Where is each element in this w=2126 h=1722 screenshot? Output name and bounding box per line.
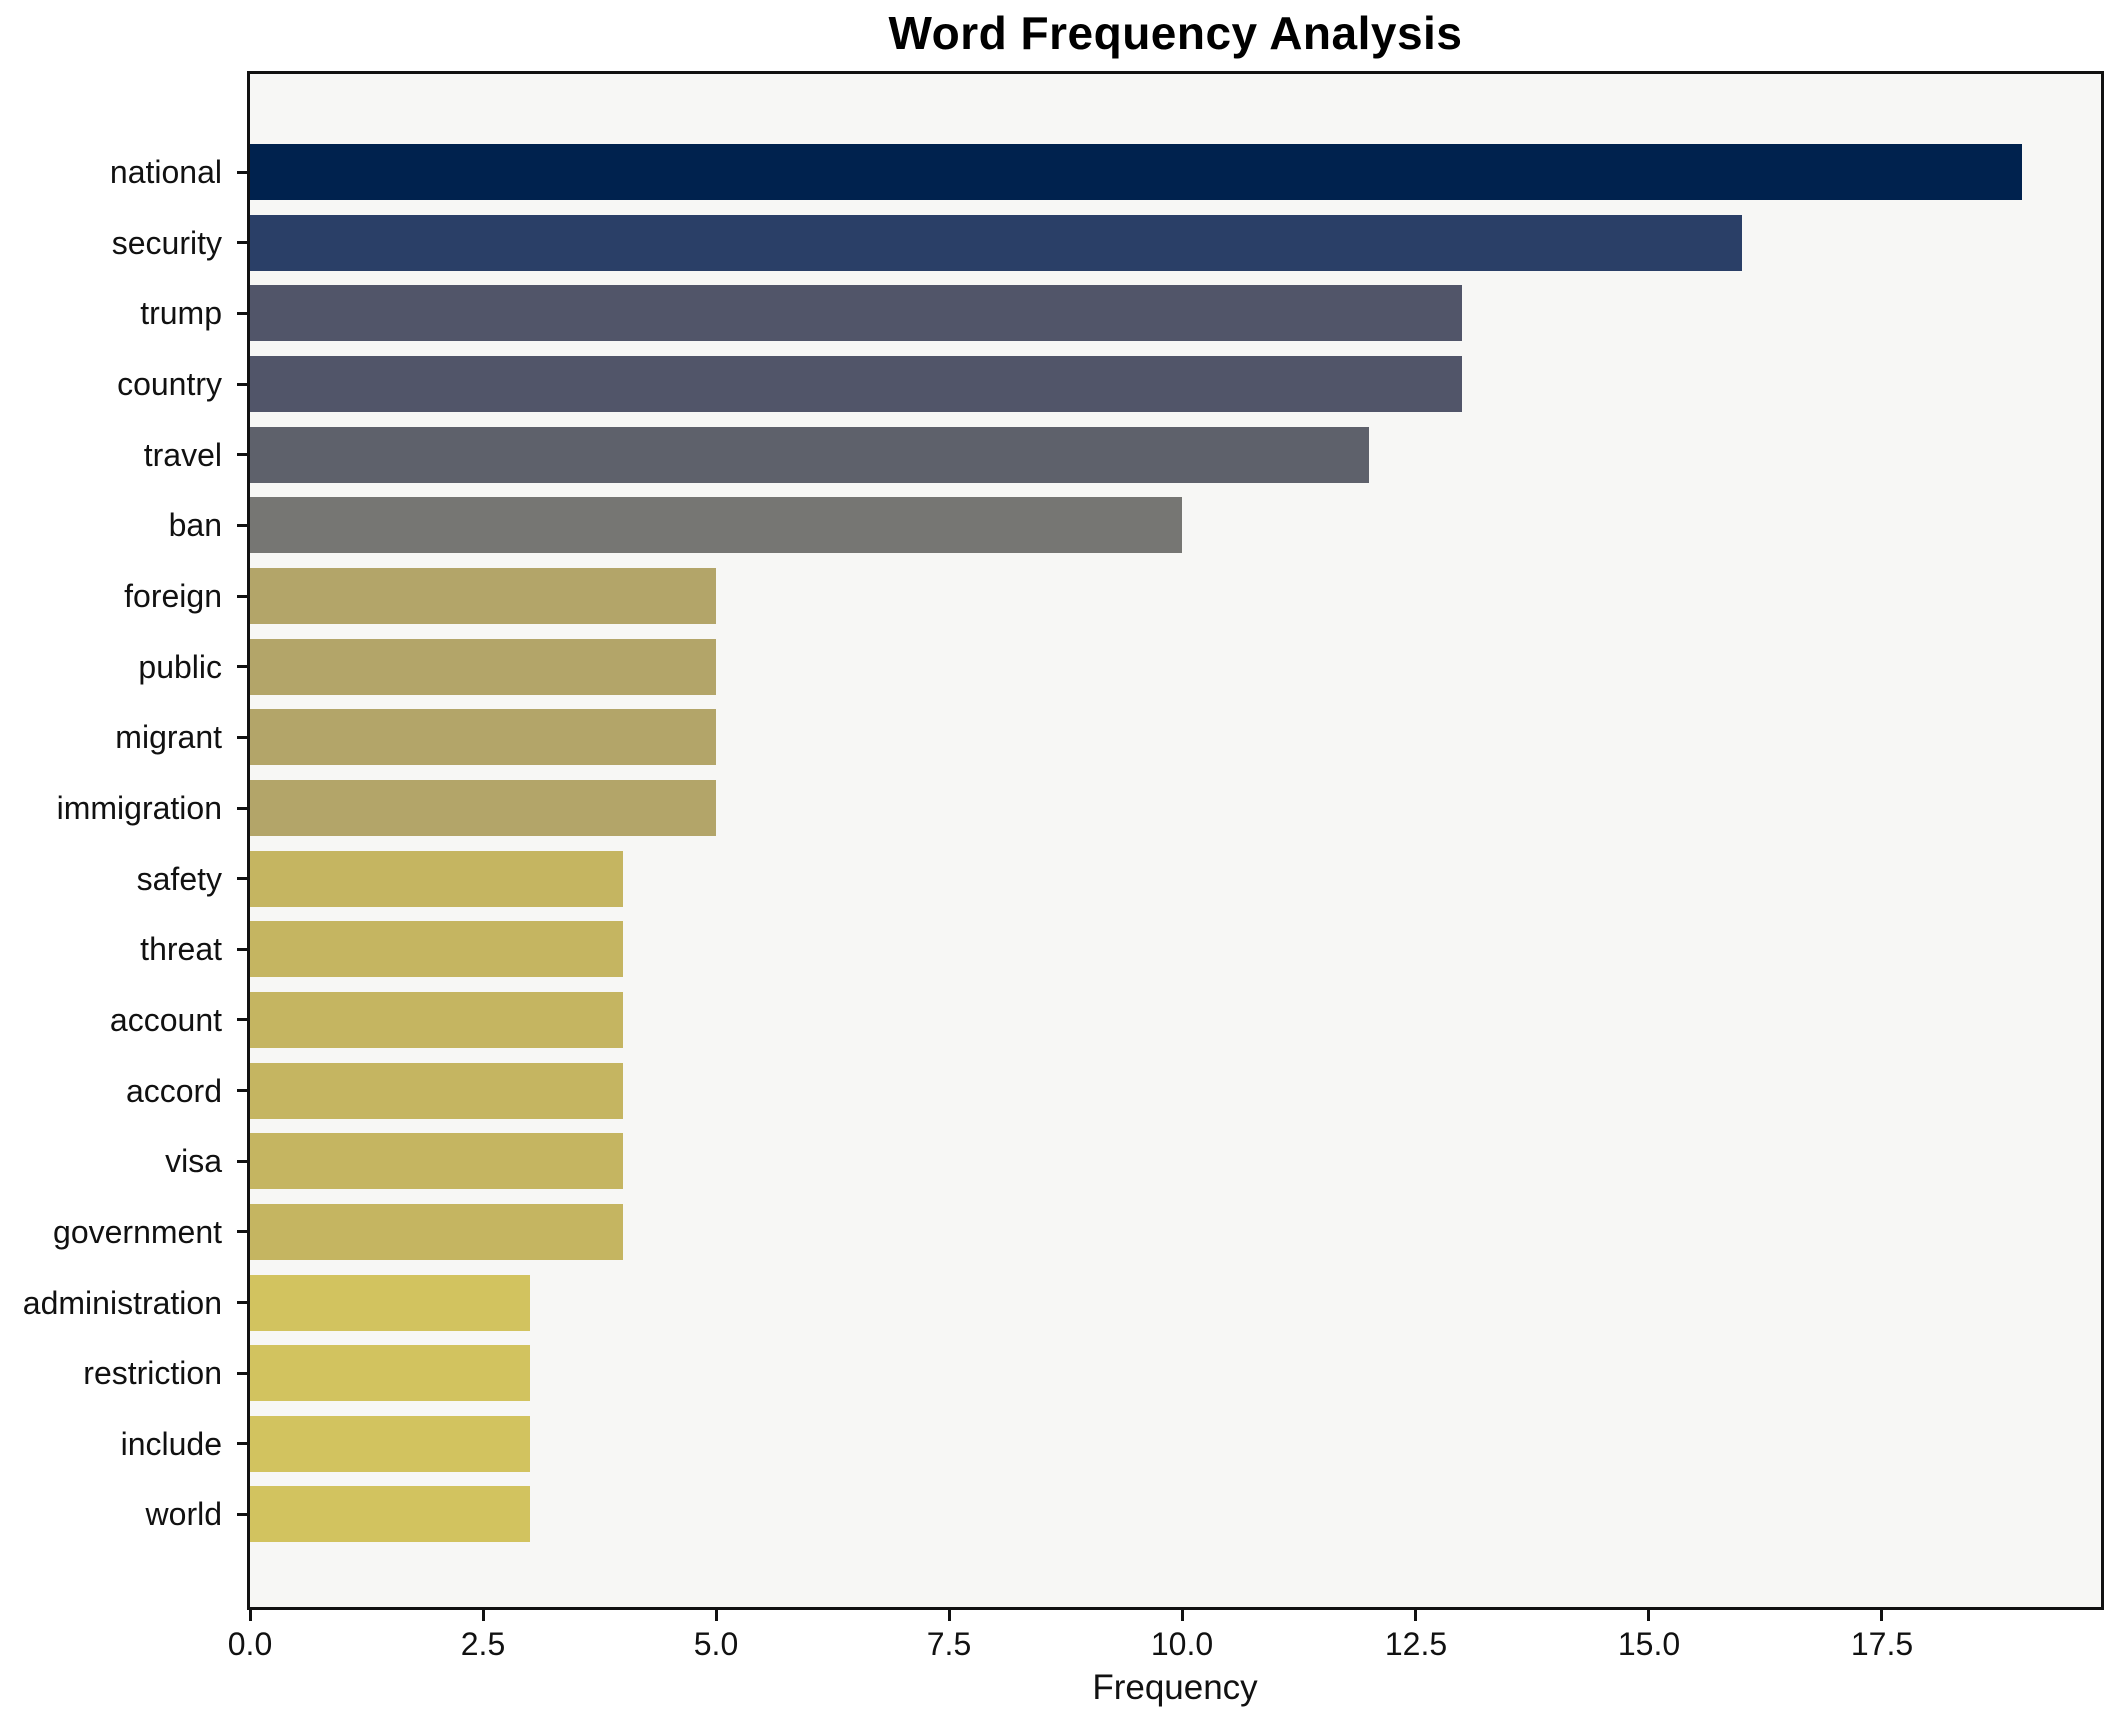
y-tick-mark bbox=[237, 1372, 247, 1375]
y-tick-label-national: national bbox=[109, 154, 222, 190]
y-tick-mark bbox=[237, 736, 247, 739]
bar-public bbox=[250, 639, 716, 695]
y-tick-label-include: include bbox=[120, 1426, 222, 1462]
y-tick-label-safety: safety bbox=[136, 861, 222, 897]
y-tick-label-world: world bbox=[145, 1496, 222, 1532]
y-tick-label-security: security bbox=[111, 225, 222, 261]
y-tick-mark bbox=[237, 1442, 247, 1445]
bar-travel bbox=[250, 427, 1369, 483]
x-tick-label-17.5: 17.5 bbox=[1850, 1626, 1914, 1662]
y-tick-mark bbox=[237, 453, 247, 456]
y-tick-label-account: account bbox=[109, 1002, 222, 1038]
bar-world bbox=[250, 1486, 530, 1542]
x-axis-label: Frequency bbox=[1092, 1668, 1258, 1707]
bar-account bbox=[250, 992, 623, 1048]
y-tick-label-threat: threat bbox=[140, 931, 222, 967]
x-tick-label-12.5: 12.5 bbox=[1384, 1626, 1448, 1662]
y-tick-mark bbox=[237, 1301, 247, 1304]
y-tick-label-government: government bbox=[53, 1214, 222, 1250]
bar-restriction bbox=[250, 1345, 530, 1401]
y-tick-mark bbox=[237, 1018, 247, 1021]
y-tick-mark bbox=[237, 312, 247, 315]
y-tick-label-accord: accord bbox=[125, 1073, 222, 1109]
y-tick-mark bbox=[237, 524, 247, 527]
bar-country bbox=[250, 356, 1462, 412]
bar-foreign bbox=[250, 568, 716, 624]
y-tick-mark bbox=[237, 595, 247, 598]
bar-trump bbox=[250, 285, 1462, 341]
x-tick-mark bbox=[1414, 1610, 1417, 1621]
x-tick-label-0.0: 0.0 bbox=[227, 1626, 273, 1662]
x-tick-label-15.0: 15.0 bbox=[1617, 1626, 1681, 1662]
chart-title: Word Frequency Analysis bbox=[888, 7, 1463, 59]
y-tick-label-country: country bbox=[117, 366, 222, 402]
y-tick-mark bbox=[237, 1230, 247, 1233]
bar-immigration bbox=[250, 780, 716, 836]
y-tick-label-restriction: restriction bbox=[83, 1355, 222, 1391]
y-tick-label-administration: administration bbox=[22, 1285, 222, 1321]
bar-security bbox=[250, 215, 1742, 271]
y-tick-mark bbox=[237, 1160, 247, 1163]
bar-administration bbox=[250, 1275, 530, 1331]
x-tick-mark bbox=[249, 1610, 252, 1621]
y-tick-label-public: public bbox=[138, 649, 222, 685]
y-tick-mark bbox=[237, 877, 247, 880]
bar-ban bbox=[250, 497, 1182, 553]
y-tick-mark bbox=[237, 1513, 247, 1516]
x-tick-mark bbox=[1880, 1610, 1883, 1621]
y-tick-label-trump: trump bbox=[140, 295, 222, 331]
y-tick-label-immigration: immigration bbox=[56, 790, 222, 826]
x-tick-label-2.5: 2.5 bbox=[460, 1626, 506, 1662]
bar-accord bbox=[250, 1063, 623, 1119]
y-tick-mark bbox=[237, 171, 247, 174]
bar-visa bbox=[250, 1133, 623, 1189]
y-tick-label-foreign: foreign bbox=[124, 578, 222, 614]
x-tick-label-10.0: 10.0 bbox=[1150, 1626, 1214, 1662]
y-tick-mark bbox=[237, 241, 247, 244]
x-tick-mark bbox=[1181, 1610, 1184, 1621]
y-tick-mark bbox=[237, 383, 247, 386]
bar-include bbox=[250, 1416, 530, 1472]
x-tick-mark bbox=[948, 1610, 951, 1621]
x-tick-mark bbox=[482, 1610, 485, 1621]
y-tick-label-travel: travel bbox=[143, 437, 222, 473]
y-tick-label-ban: ban bbox=[168, 507, 222, 543]
y-tick-mark bbox=[237, 807, 247, 810]
plot-area bbox=[247, 71, 2104, 1610]
y-tick-mark bbox=[237, 948, 247, 951]
y-tick-label-visa: visa bbox=[165, 1143, 222, 1179]
bar-government bbox=[250, 1204, 623, 1260]
x-tick-mark bbox=[715, 1610, 718, 1621]
x-tick-label-5.0: 5.0 bbox=[693, 1626, 739, 1662]
bar-migrant bbox=[250, 709, 716, 765]
x-tick-label-7.5: 7.5 bbox=[926, 1626, 972, 1662]
y-tick-label-migrant: migrant bbox=[115, 719, 222, 755]
x-tick-mark bbox=[1647, 1610, 1650, 1621]
y-tick-mark bbox=[237, 1089, 247, 1092]
bar-national bbox=[250, 144, 2022, 200]
bar-safety bbox=[250, 851, 623, 907]
y-tick-mark bbox=[237, 665, 247, 668]
bar-threat bbox=[250, 921, 623, 977]
